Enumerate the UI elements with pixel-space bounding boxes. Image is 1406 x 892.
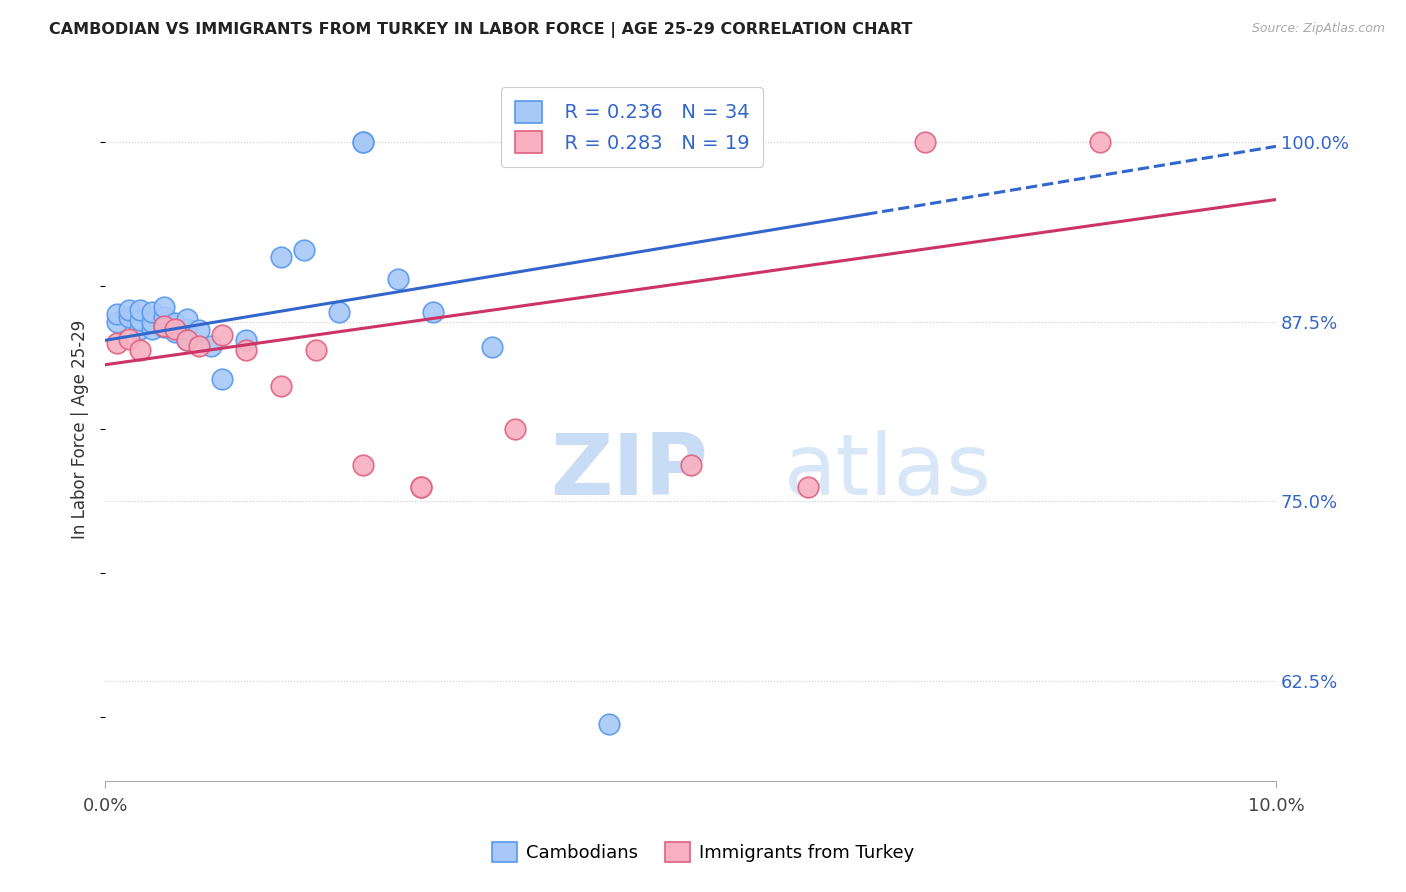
Point — [1090, 135, 1112, 149]
Point — [679, 458, 702, 473]
Text: ZIP: ZIP — [550, 430, 707, 513]
Point — [152, 310, 174, 325]
Point — [211, 327, 233, 342]
Point — [176, 334, 198, 348]
Point — [235, 334, 257, 348]
Legend: Cambodians, Immigrants from Turkey: Cambodians, Immigrants from Turkey — [484, 834, 922, 870]
Legend:   R = 0.236   N = 34,   R = 0.283   N = 19: R = 0.236 N = 34, R = 0.283 N = 19 — [502, 87, 763, 167]
Point — [598, 716, 620, 731]
Point — [141, 322, 163, 336]
Point — [270, 250, 292, 264]
Point — [292, 243, 315, 257]
Point — [129, 322, 152, 336]
Point — [796, 480, 818, 494]
Point — [165, 316, 187, 330]
Point — [129, 343, 152, 358]
Point — [105, 336, 128, 351]
Point — [152, 318, 174, 332]
Point — [176, 322, 198, 336]
Point — [105, 308, 128, 322]
Point — [187, 323, 209, 337]
Point — [914, 135, 936, 149]
Point — [538, 135, 561, 149]
Point — [141, 315, 163, 329]
Point — [152, 320, 174, 334]
Point — [165, 322, 187, 336]
Point — [176, 334, 198, 348]
Point — [481, 341, 503, 355]
Point — [117, 332, 139, 346]
Point — [305, 343, 328, 358]
Text: atlas: atlas — [785, 430, 993, 513]
Point — [352, 135, 374, 149]
Point — [679, 135, 702, 149]
Point — [352, 135, 374, 149]
Point — [141, 304, 163, 318]
Point — [165, 325, 187, 339]
Point — [129, 313, 152, 327]
Point — [152, 318, 174, 333]
Point — [422, 304, 444, 318]
Text: CAMBODIAN VS IMMIGRANTS FROM TURKEY IN LABOR FORCE | AGE 25-29 CORRELATION CHART: CAMBODIAN VS IMMIGRANTS FROM TURKEY IN L… — [49, 22, 912, 38]
Point — [328, 304, 350, 318]
Text: Source: ZipAtlas.com: Source: ZipAtlas.com — [1251, 22, 1385, 36]
Point — [235, 343, 257, 358]
Y-axis label: In Labor Force | Age 25-29: In Labor Force | Age 25-29 — [72, 319, 89, 539]
Point — [387, 271, 409, 285]
Point — [187, 339, 209, 353]
Point — [411, 480, 433, 494]
Point — [117, 310, 139, 325]
Point — [129, 303, 152, 318]
Point — [152, 300, 174, 314]
Point — [211, 372, 233, 386]
Point — [176, 311, 198, 326]
Point — [352, 458, 374, 473]
Point — [117, 303, 139, 318]
Point — [105, 315, 128, 329]
Point — [411, 480, 433, 494]
Point — [270, 379, 292, 393]
Point — [503, 422, 526, 436]
Point — [200, 339, 222, 353]
